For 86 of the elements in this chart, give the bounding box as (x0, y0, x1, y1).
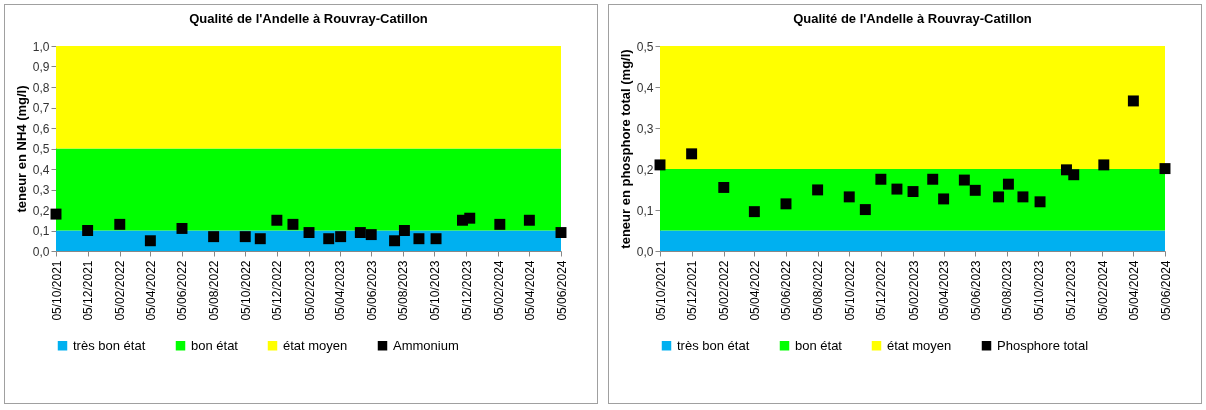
point (1002, 178, 1014, 190)
legend-label: bon état (795, 337, 843, 353)
x-tick-label: 05/02/2023 (906, 260, 921, 321)
point (1127, 95, 1139, 107)
point (927, 173, 939, 185)
y-tick-label: 0,2 (636, 162, 654, 177)
x-tick-label: 05/04/2024 (522, 260, 537, 321)
y-tick-label: 0,6 (32, 121, 50, 136)
x-tick-label: 05/04/2022 (747, 260, 762, 321)
x-tick-label: 05/06/2024 (554, 260, 569, 321)
x-tick-label: 05/12/2021 (685, 260, 700, 321)
point (843, 191, 855, 203)
x-tick-label: 05/08/2023 (1000, 260, 1015, 321)
point (686, 148, 698, 160)
y-tick-label: 0,5 (636, 39, 654, 54)
point (780, 198, 792, 210)
x-tick-label: 05/10/2022 (238, 260, 253, 321)
x-tick-label: 05/10/2023 (1031, 260, 1046, 321)
y-tick-label: 0,8 (32, 80, 50, 95)
x-tick-label: 05/04/2022 (143, 260, 158, 321)
y-tick-label: 1,0 (32, 39, 50, 54)
x-tick-label: 05/06/2023 (968, 260, 983, 321)
y-tick-label: 0,0 (32, 244, 50, 259)
point (891, 183, 903, 195)
x-tick-label: 05/12/2021 (81, 260, 96, 321)
y-tick-label: 0,0 (636, 244, 654, 259)
point (748, 206, 760, 218)
point (907, 186, 919, 198)
point (1098, 159, 1110, 171)
point (1034, 196, 1046, 208)
y-tick-label: 0,4 (636, 80, 654, 95)
point (969, 184, 981, 196)
x-tick-label: 05/02/2022 (113, 260, 128, 321)
y-tick-label: 0,9 (32, 60, 50, 74)
y-tick-label: 0,3 (32, 183, 50, 197)
point (1159, 163, 1171, 175)
y-tick-label: 0,1 (636, 203, 654, 218)
x-tick-label: 05/06/2024 (1158, 260, 1173, 321)
x-tick-label: 05/04/2024 (1126, 260, 1141, 321)
x-tick-label: 05/04/2023 (937, 260, 952, 321)
legend-label: très bon état (73, 337, 146, 353)
point (859, 204, 871, 216)
legend-label: état moyen (887, 337, 952, 353)
x-tick-label: 05/12/2022 (270, 260, 285, 321)
point (718, 181, 730, 193)
y-tick-label: 0,4 (32, 162, 50, 177)
chart-title: Qualité de l'Andelle à Rouvray-Catillon (793, 11, 1032, 26)
point (958, 174, 970, 186)
point (993, 191, 1005, 203)
legend-label: bon état (191, 337, 239, 353)
x-tick-label: 05/10/2021 (653, 260, 668, 321)
point (1017, 191, 1029, 203)
y-tick-label: 0,5 (32, 142, 50, 156)
x-tick-label: 05/12/2023 (1063, 260, 1078, 321)
legend-label: très bon état (677, 337, 750, 353)
y-tick-label: 0,2 (32, 203, 50, 218)
y-tick-label: 0,7 (32, 101, 50, 115)
x-tick-label: 05/08/2023 (396, 260, 411, 321)
y-axis-title: teneur en NH4 (mg/l) (13, 85, 29, 213)
x-tick-label: 05/12/2022 (874, 260, 889, 321)
x-tick-label: 05/08/2022 (207, 260, 222, 321)
x-tick-label: 05/06/2022 (175, 260, 190, 321)
point (875, 173, 887, 185)
x-tick-label: 05/02/2024 (491, 260, 506, 321)
y-tick-label: 0,3 (636, 121, 654, 136)
x-tick-label: 05/10/2021 (49, 260, 64, 321)
y-axis-title: teneur en phosphore total (mg/l) (617, 49, 633, 249)
point (654, 159, 666, 171)
x-tick-label: 05/02/2024 (1095, 260, 1110, 321)
x-tick-label: 05/10/2023 (427, 260, 442, 321)
x-tick-label: 05/06/2022 (779, 260, 794, 321)
legend-label: Phosphore total (997, 337, 1089, 353)
x-tick-label: 05/10/2022 (842, 260, 857, 321)
y-tick-label: 0,1 (32, 224, 50, 238)
x-tick-label: 05/06/2023 (364, 260, 379, 321)
point (812, 184, 824, 196)
legend-label: Ammonium (393, 337, 459, 353)
point (1068, 169, 1080, 181)
point (938, 193, 950, 205)
x-tick-label: 05/04/2023 (333, 260, 348, 321)
x-tick-label: 05/02/2022 (717, 260, 732, 321)
chart-title: Qualité de l'Andelle à Rouvray-Catillon (189, 11, 428, 26)
x-tick-label: 05/02/2023 (302, 260, 317, 321)
x-tick-label: 05/12/2023 (459, 260, 474, 321)
x-tick-label: 05/08/2022 (811, 260, 826, 321)
legend-label: état moyen (283, 337, 348, 353)
